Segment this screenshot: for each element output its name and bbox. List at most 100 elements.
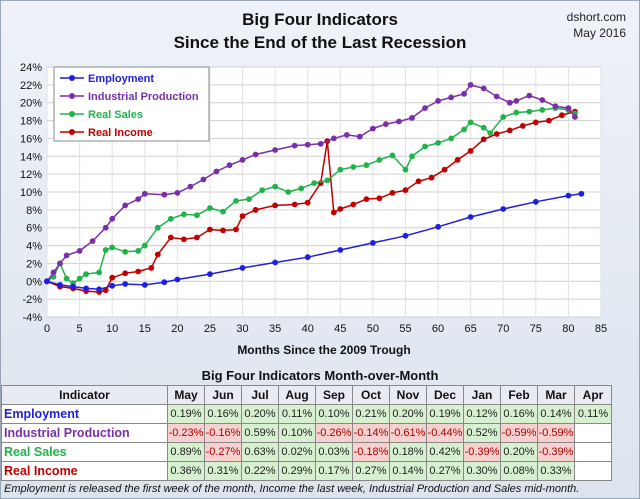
data-point <box>259 187 265 194</box>
data-point <box>304 199 311 206</box>
data-point <box>311 180 318 187</box>
data-point <box>526 92 533 99</box>
x-tick-label: 80 <box>562 323 574 335</box>
month-header: Sep <box>315 385 353 405</box>
data-point <box>233 226 239 233</box>
month-header: Mar <box>537 385 575 405</box>
data-point <box>532 198 539 205</box>
date-label: May 2016 <box>573 26 626 40</box>
data-point <box>435 140 441 146</box>
data-point <box>109 282 116 289</box>
month-header: May <box>167 385 205 405</box>
data-point <box>57 282 63 288</box>
data-point <box>304 254 311 261</box>
data-point <box>57 260 63 267</box>
data-point <box>480 136 487 143</box>
data-point <box>467 119 474 126</box>
month-over-month-table: Indicator May Jun Jul Aug Sep Oct Nov Dec Jan Feb M… <box>1 385 612 481</box>
value-cell: 0.29% <box>278 461 316 481</box>
line-chart: -4% -2% 0% 2% 4% 6% 8% 10% 12% 14% 16% 18% 20% 22% 24%… <box>20 62 607 357</box>
value-cell: 0.17% <box>315 461 353 481</box>
data-point <box>102 224 109 231</box>
data-point <box>141 190 148 197</box>
x-tick-label: 10 <box>106 323 118 335</box>
data-point <box>422 105 428 111</box>
data-point <box>291 142 298 149</box>
legend-marker <box>69 129 75 135</box>
month-header: Oct <box>352 385 390 405</box>
value-cell <box>574 423 612 443</box>
data-point <box>213 168 220 175</box>
indicator-name: Real Income <box>1 461 168 481</box>
data-point <box>285 189 292 195</box>
data-point <box>272 147 278 153</box>
indicator-name: Real Sales <box>1 442 168 462</box>
data-point <box>396 118 402 125</box>
data-point <box>389 152 396 159</box>
indicator-name: Industrial Production <box>1 423 168 443</box>
value-cell: -0.26% <box>315 423 353 443</box>
data-point <box>363 196 370 203</box>
x-tick-label: 0 <box>44 323 50 335</box>
value-cell: 0.16% <box>204 404 242 424</box>
value-cell: 0.30% <box>463 461 501 481</box>
data-point <box>559 112 565 119</box>
chart-title-line2: Since the End of the Last Recession <box>173 33 467 52</box>
value-cell: 0.27% <box>426 461 464 481</box>
data-point <box>337 166 344 173</box>
data-point <box>337 247 344 253</box>
data-point <box>532 119 539 126</box>
data-point <box>435 98 441 104</box>
y-tick-label: 10% <box>20 187 42 199</box>
data-point <box>135 196 142 203</box>
data-point <box>415 178 422 185</box>
indicator-header: Indicator <box>1 385 168 405</box>
data-point <box>44 278 50 285</box>
data-point <box>441 166 448 173</box>
data-point <box>461 90 467 97</box>
value-cell: -0.14% <box>352 423 390 443</box>
data-point <box>409 115 415 121</box>
chart-title-line1: Big Four Indicators <box>242 10 398 29</box>
data-point <box>122 202 129 209</box>
data-point <box>76 275 83 282</box>
table-row: Employment 0.19% 0.16% 0.20% 0.11% 0.10% 0.21%… <box>1 404 612 424</box>
x-tick-label: 75 <box>530 323 542 335</box>
data-point <box>578 190 585 197</box>
data-point <box>506 99 513 106</box>
data-point <box>239 265 246 271</box>
data-point <box>291 201 298 208</box>
value-cell: 0.89% <box>167 442 205 462</box>
data-point <box>493 93 500 100</box>
data-point <box>337 206 344 212</box>
data-point <box>122 281 129 287</box>
data-point <box>376 195 383 202</box>
data-point <box>487 130 494 137</box>
x-tick-label: 85 <box>595 323 607 335</box>
indicator-name: Employment <box>1 404 168 424</box>
value-cell: 0.31% <box>204 461 242 481</box>
data-point <box>181 211 187 218</box>
value-cell: 0.14% <box>537 404 575 424</box>
data-point <box>500 206 507 212</box>
data-point <box>422 143 428 150</box>
data-point <box>272 202 278 209</box>
data-point <box>233 198 239 204</box>
value-cell: 0.14% <box>389 461 427 481</box>
data-point <box>409 153 415 160</box>
y-tick-label: 8% <box>26 205 42 217</box>
data-point <box>83 285 89 292</box>
data-point <box>226 162 233 169</box>
data-point <box>317 140 324 147</box>
month-header: Feb <box>500 385 538 405</box>
y-tick-label: 4% <box>26 241 42 253</box>
value-cell: 0.36% <box>167 461 205 481</box>
value-cell: 0.27% <box>352 461 390 481</box>
data-point <box>526 108 533 115</box>
value-cell: -0.59% <box>537 423 575 443</box>
data-point <box>539 97 546 103</box>
value-cell: 0.21% <box>352 404 390 424</box>
source-label: dshort.com <box>566 10 626 24</box>
data-point <box>174 190 181 196</box>
data-point <box>402 166 409 173</box>
